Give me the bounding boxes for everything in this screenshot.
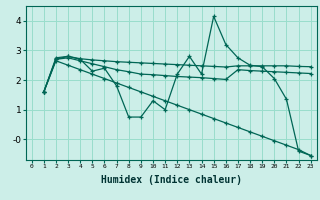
X-axis label: Humidex (Indice chaleur): Humidex (Indice chaleur) <box>101 175 242 185</box>
